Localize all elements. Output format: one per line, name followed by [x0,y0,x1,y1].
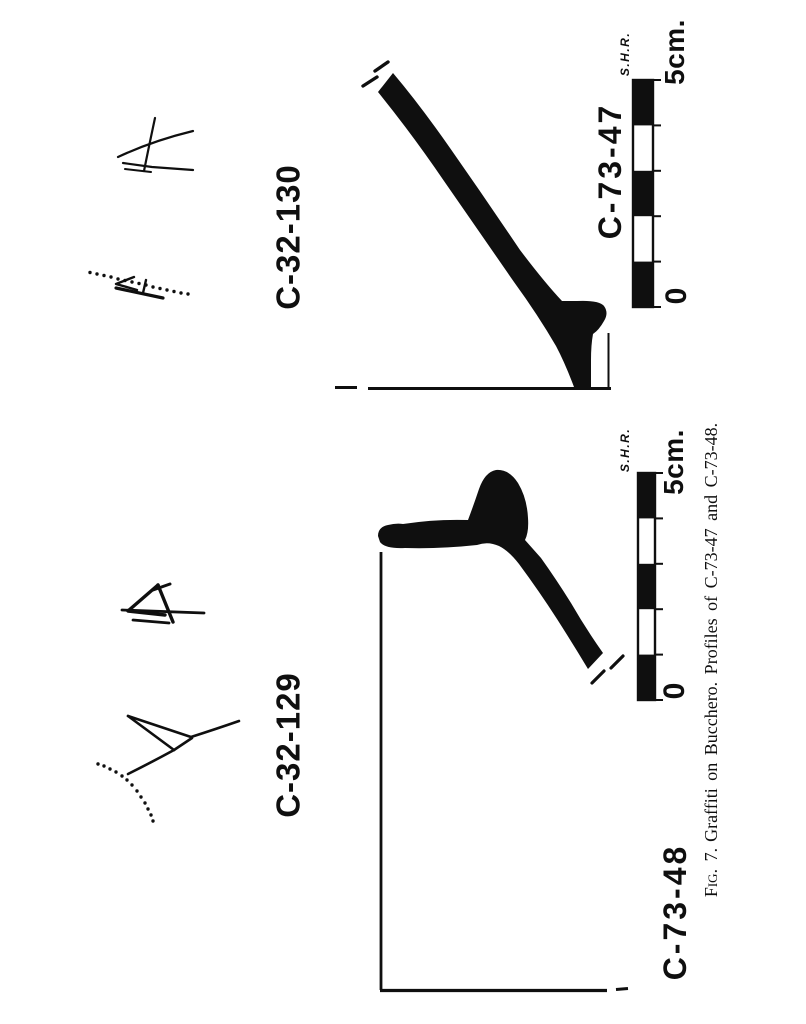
break-dashes [590,654,625,685]
object-label-c32-129: C-32-129 [269,672,307,818]
profile-drawing-c73-48 [378,469,629,993]
scale-bar-top-length-label: 5cm. [659,19,690,85]
graffito-sketch-c32-130-lower [88,270,190,300]
profile-drawing-c73-47 [335,60,611,390]
base-line [335,386,611,390]
scale-bar-top-zero-label: 0 [660,287,693,305]
sherd-edge-dotted-arc [96,762,155,823]
object-label-c73-48: C-73-48 [657,843,693,981]
graffito-sketch-c32-129-lower [96,714,241,823]
scale-ticks [655,472,663,701]
rim-and-handle-silhouette [378,469,603,669]
scale-bar-top [631,78,661,309]
scale-ticks [653,79,661,308]
illustrator-initials-middle: S.H.R. [618,427,632,473]
object-label-c73-47: C-73-47 [592,102,628,240]
scale-bar-middle-zero-label: 0 [658,682,691,700]
sherd-section-silhouette [378,73,607,387]
scale-bar-middle-length-label: 5cm. [658,429,689,495]
graffito-sketch-c32-130-upper [116,116,195,173]
figure-caption-number: Fig. 7. [701,847,721,898]
graffito-sketch-c32-129-upper [120,582,206,625]
axis-and-base-lines [379,552,629,993]
figure-caption: Fig. 7. Graffiti on Bucchero. Profiles of… [701,422,721,898]
figure-caption-text: Graffiti on Bucchero. Profiles of C-73-4… [701,422,721,842]
illustrator-initials-top: S.H.R. [618,31,632,77]
scale-bar-middle [636,471,663,702]
object-label-c32-130: C-32-130 [269,164,307,310]
break-dashes [361,60,390,88]
